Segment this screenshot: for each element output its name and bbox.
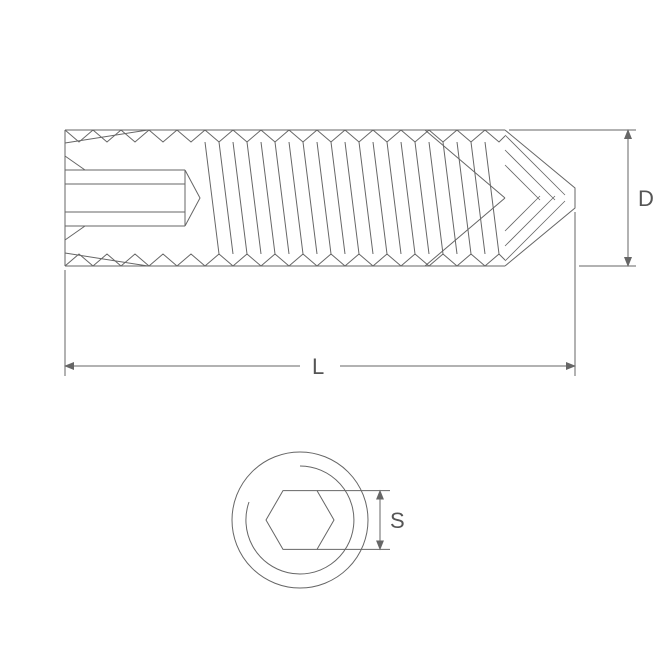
dimension-d [509,130,636,266]
end-view [232,452,368,588]
dimension-s-label: S [390,508,405,533]
technical-drawing: L D S [0,0,670,670]
side-view [65,130,575,266]
dimension-d-label: D [638,186,654,211]
dimension-l-label: L [312,354,324,379]
